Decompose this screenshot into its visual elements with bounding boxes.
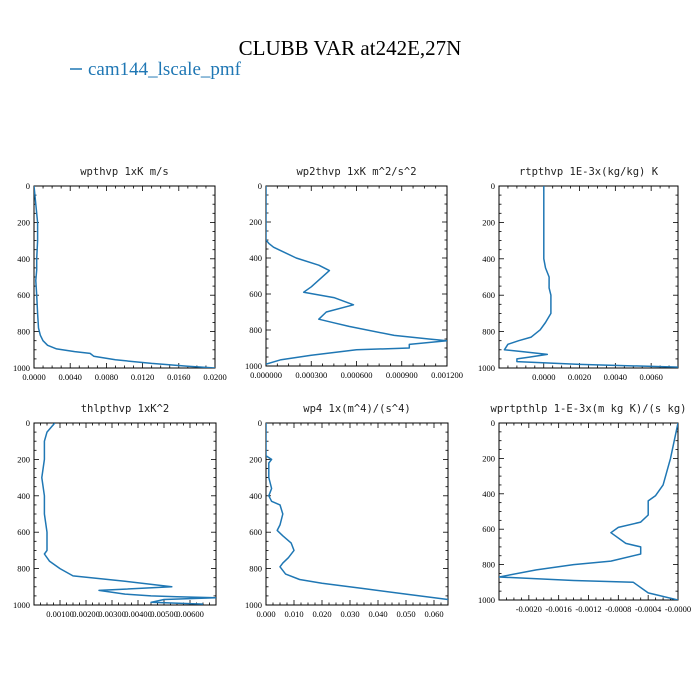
panel-title: thlpthvp 1xK^2 — [81, 403, 170, 415]
x-tick-label: 0.020 — [312, 609, 331, 619]
x-tick-label: 0.00300 — [98, 609, 126, 619]
y-tick-label: 800 — [17, 327, 30, 337]
y-tick-label: 600 — [17, 290, 30, 300]
y-tick-label: 200 — [249, 454, 262, 464]
panel-title: wprtpthlp 1-E-3x(m kg K)/(s kg) — [491, 403, 687, 415]
x-tick-label: 0.0060 — [639, 372, 662, 382]
panel-frame — [265, 185, 448, 367]
x-tick-label: 0.0040 — [604, 372, 627, 382]
x-tick-label: 0.0020 — [568, 372, 591, 382]
x-tick-label: 0.00100 — [46, 609, 74, 619]
x-tick-label: -0.0016 — [546, 604, 572, 614]
x-tick-label: 0.000000 — [250, 370, 282, 380]
panel-title: rtpthvp 1E-3x(kg/kg) K — [519, 166, 659, 178]
y-tick-label: 600 — [249, 527, 262, 537]
x-tick-label: 0.0200 — [203, 372, 226, 382]
series-line — [41, 423, 216, 605]
y-tick-label: 1000 — [245, 361, 262, 371]
y-tick-label: 600 — [249, 289, 262, 299]
x-tick-label: 0.00200 — [72, 609, 100, 619]
x-tick-label: 0.060 — [424, 609, 443, 619]
y-tick-label: 200 — [249, 217, 262, 227]
y-tick-label: 200 — [482, 453, 495, 463]
y-tick-label: 1000 — [245, 600, 262, 610]
x-tick-label: -0.0000 — [665, 604, 691, 614]
y-tick-label: 1000 — [478, 595, 495, 605]
series-line — [266, 186, 447, 365]
series-line — [503, 186, 678, 368]
x-tick-label: 0.0080 — [95, 372, 118, 382]
x-tick-label: 0.000900 — [386, 370, 418, 380]
panel-2: wp2thvp 1xK m^2/s^2020040060080010000.00… — [245, 166, 463, 380]
y-tick-label: 0 — [26, 181, 30, 191]
x-tick-label: 0.000 — [256, 609, 275, 619]
x-tick-label: 0.00500 — [150, 609, 178, 619]
panel-4: thlpthvp 1xK^2020040060080010000.001000.… — [13, 403, 217, 619]
series-line — [34, 186, 215, 368]
x-tick-label: -0.0012 — [575, 604, 601, 614]
y-tick-label: 0 — [258, 418, 262, 428]
y-tick-label: 800 — [249, 325, 262, 335]
y-tick-label: 600 — [482, 290, 495, 300]
y-tick-label: 1000 — [13, 600, 30, 610]
series-line — [266, 423, 448, 601]
y-tick-label: 0 — [258, 181, 262, 191]
y-tick-label: 400 — [249, 253, 262, 263]
y-tick-label: 600 — [17, 527, 30, 537]
figure-title: CLUBB VAR at242E,27N — [239, 36, 462, 60]
panel-title: wpthvp 1xK m/s — [80, 166, 169, 178]
legend-label: cam144_lscale_pmf — [88, 59, 242, 80]
x-tick-label: 0.00600 — [176, 609, 204, 619]
x-tick-label: 0.050 — [396, 609, 415, 619]
y-tick-label: 1000 — [13, 363, 30, 373]
y-tick-label: 200 — [17, 217, 30, 227]
x-tick-label: 0.0040 — [59, 372, 82, 382]
y-tick-label: 800 — [17, 564, 30, 574]
x-tick-label: 0.000300 — [295, 370, 327, 380]
y-tick-label: 400 — [17, 254, 30, 264]
x-tick-label: 0.040 — [368, 609, 387, 619]
x-tick-label: -0.0008 — [605, 604, 631, 614]
panel-frame — [33, 185, 216, 369]
x-tick-label: 0.010 — [284, 609, 303, 619]
x-tick-label: 0.0120 — [131, 372, 154, 382]
y-tick-label: 400 — [482, 254, 495, 264]
panel-title: wp2thvp 1xK m^2/s^2 — [296, 166, 416, 178]
x-tick-label: 0.0000 — [22, 372, 45, 382]
panel-6: wprtpthlp 1-E-3x(m kg K)/(s kg) 0 200 400 60… — [478, 403, 691, 614]
y-tick-label: 200 — [17, 454, 30, 464]
x-tick-label: -0.0020 — [516, 604, 542, 614]
panel-title: wp4 1x(m^4)/(s^4) — [303, 403, 410, 415]
x-tick-label: 0.0000 — [532, 372, 555, 382]
y-tick-label: 400 — [482, 489, 495, 499]
series-line — [499, 423, 678, 600]
panel-frame — [33, 422, 217, 606]
y-tick-label: 0 — [491, 181, 495, 191]
x-tick-label: 0.030 — [340, 609, 359, 619]
y-tick-label: 0 — [26, 418, 30, 428]
y-tick-label: 800 — [482, 560, 495, 570]
x-tick-label: 0.0160 — [167, 372, 190, 382]
x-tick-label: 0.00400 — [124, 609, 152, 619]
y-tick-label: 800 — [249, 564, 262, 574]
panel-frame — [498, 422, 679, 601]
y-tick-label: 0 — [491, 418, 495, 428]
y-tick-label: 800 — [482, 327, 495, 337]
y-tick-label: 400 — [249, 491, 262, 501]
y-tick-label: 400 — [17, 491, 30, 501]
x-tick-label: 0.000600 — [341, 370, 373, 380]
panel-3: rtpthvp 1E-3x(kg/kg) K 0 200 400 600 800 1000 0… — [478, 166, 679, 382]
y-tick-label: 600 — [482, 524, 495, 534]
panel-frame — [498, 185, 679, 369]
y-tick-label: 1000 — [478, 363, 495, 373]
x-tick-label: 0.001200 — [431, 370, 463, 380]
x-tick-label: -0.0004 — [635, 604, 662, 614]
y-tick-label: 200 — [482, 217, 495, 227]
